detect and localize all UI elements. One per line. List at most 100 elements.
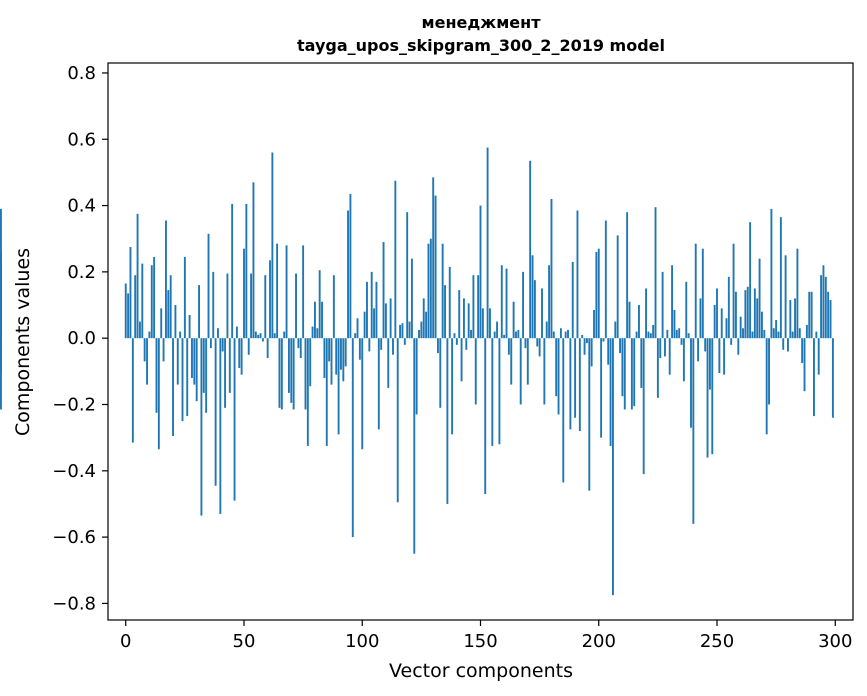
bar <box>664 338 666 357</box>
bar <box>713 305 716 339</box>
x-tick-label: 150 <box>463 631 497 652</box>
bar <box>238 338 241 369</box>
bar <box>602 338 605 342</box>
bar <box>723 338 726 375</box>
bar <box>335 338 338 375</box>
bar <box>623 338 626 410</box>
bar <box>787 338 789 352</box>
bar <box>552 331 555 339</box>
bar <box>444 285 446 339</box>
bar <box>701 248 704 339</box>
bar <box>453 333 456 339</box>
bar <box>261 338 264 342</box>
bar <box>410 258 413 339</box>
bar <box>243 248 245 339</box>
bar <box>796 248 799 339</box>
bar <box>321 301 323 339</box>
bar <box>628 301 631 339</box>
bar <box>318 270 321 339</box>
bar <box>626 212 629 339</box>
bar <box>174 305 177 339</box>
x-axis-ticks: 0 50 100 150 200 250 300 <box>120 620 852 652</box>
bar <box>725 318 728 339</box>
bar <box>427 243 430 339</box>
bar <box>259 333 262 339</box>
bar <box>779 217 782 339</box>
bar <box>533 280 536 339</box>
bar <box>621 338 624 397</box>
bar <box>299 338 302 359</box>
x-tick-label: 200 <box>582 631 616 652</box>
bar <box>394 180 397 339</box>
bar <box>666 329 669 339</box>
bar <box>448 266 451 339</box>
bar <box>493 331 496 339</box>
bar <box>214 338 217 486</box>
bar <box>134 275 137 339</box>
bar <box>356 318 359 339</box>
bar <box>415 338 418 415</box>
bar <box>347 210 349 339</box>
bar <box>271 152 274 339</box>
bar <box>708 338 711 390</box>
bar <box>150 265 153 339</box>
bar <box>498 338 501 445</box>
bar <box>727 276 730 339</box>
bar <box>349 193 352 339</box>
bar <box>283 331 286 339</box>
bar <box>474 338 477 405</box>
x-tick-label: 300 <box>818 631 852 652</box>
bar <box>647 331 650 339</box>
bar <box>422 298 425 339</box>
bar-series <box>0 147 834 596</box>
bar <box>597 248 600 339</box>
bar <box>756 298 759 339</box>
bar <box>304 338 307 410</box>
bar <box>143 338 146 362</box>
bar <box>252 182 255 339</box>
bar <box>366 281 368 339</box>
bar <box>583 338 586 355</box>
bar <box>396 338 399 503</box>
bar <box>328 338 331 362</box>
bar <box>179 331 182 339</box>
bar <box>361 338 364 450</box>
bar <box>153 256 156 339</box>
bar <box>463 298 465 339</box>
bar <box>782 338 785 350</box>
bar <box>228 338 231 393</box>
bar <box>332 275 335 339</box>
bar <box>505 268 508 339</box>
bar <box>519 338 522 405</box>
bar <box>250 273 253 339</box>
bar <box>188 314 191 339</box>
bar <box>269 260 271 339</box>
bar <box>157 338 160 450</box>
bar <box>734 291 737 339</box>
bar <box>193 338 196 385</box>
bar <box>264 275 267 339</box>
bar <box>744 290 747 339</box>
bar <box>470 329 472 339</box>
bar <box>382 242 385 339</box>
bar <box>555 338 558 397</box>
bar <box>278 338 281 408</box>
bar <box>571 261 574 339</box>
bar <box>600 338 603 438</box>
bar <box>567 329 569 339</box>
bar <box>581 334 584 339</box>
bar <box>640 338 643 388</box>
bar <box>808 291 811 339</box>
bar <box>562 338 565 483</box>
bar <box>403 338 406 345</box>
y-axis-label: Components values <box>12 248 34 436</box>
bar <box>805 324 808 339</box>
bar <box>569 338 572 430</box>
bar <box>638 305 640 339</box>
y-tick-label: −0.4 <box>52 461 96 482</box>
bar <box>439 338 442 408</box>
bar <box>798 328 801 339</box>
bar <box>777 331 780 339</box>
bar <box>604 220 607 339</box>
bar <box>510 338 513 385</box>
